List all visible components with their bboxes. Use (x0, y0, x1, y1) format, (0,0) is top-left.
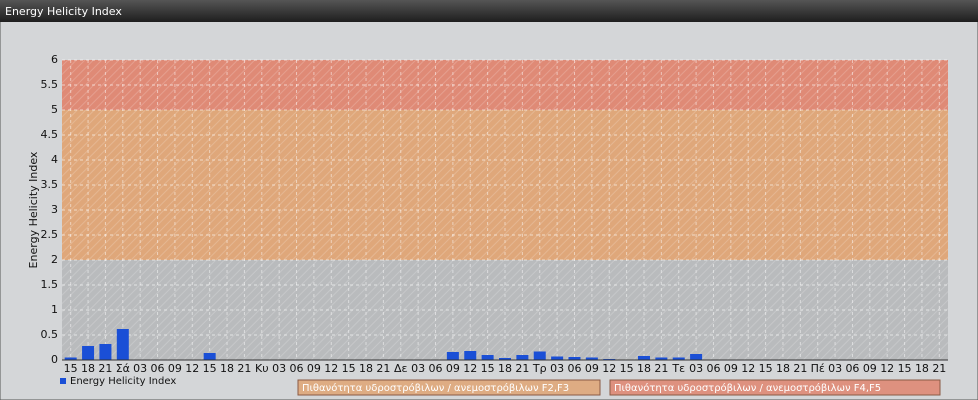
bar (203, 353, 216, 360)
x-tick-label: 03 (133, 362, 147, 375)
x-tick-label: 21 (98, 362, 112, 375)
x-tick-label: 15 (481, 362, 495, 375)
header-title: Energy Helicity Index (5, 5, 122, 18)
y-tick-label: 3 (51, 203, 58, 216)
bar (568, 357, 581, 360)
bar (551, 356, 564, 360)
x-tick-label: 21 (793, 362, 807, 375)
x-tick-label: 12 (185, 362, 199, 375)
band-legend-label: Πιθανότητα υδροστρόβιλων / ανεμοστρόβιλω… (302, 382, 569, 394)
x-tick-label: 03 (272, 362, 286, 375)
x-tick-label: Σά (116, 362, 130, 375)
x-tick-label: 06 (290, 362, 304, 375)
y-tick-label: 6 (51, 53, 58, 66)
bar (82, 346, 95, 360)
x-tick-label: 06 (567, 362, 581, 375)
x-tick-label: 21 (237, 362, 251, 375)
bar (99, 344, 112, 360)
x-tick-label: 09 (446, 362, 460, 375)
x-tick-label: 18 (498, 362, 512, 375)
y-tick-label: 0 (51, 353, 58, 366)
bar (464, 351, 477, 360)
bar (499, 358, 511, 360)
y-tick-label: 2 (51, 253, 58, 266)
x-tick-label: 18 (637, 362, 651, 375)
x-tick-label: 15 (759, 362, 773, 375)
y-tick-label: 5 (51, 103, 58, 116)
bar (116, 329, 129, 360)
x-tick-label: 21 (654, 362, 668, 375)
bar (533, 351, 546, 360)
x-tick-label: 06 (429, 362, 443, 375)
band-legend-box (297, 379, 601, 396)
y-tick-label: 0.5 (41, 328, 59, 341)
bar (637, 356, 650, 360)
x-tick-label: 03 (828, 362, 842, 375)
x-tick-label: 09 (863, 362, 877, 375)
bar (481, 355, 494, 360)
header (0, 0, 978, 22)
y-tick-label: 1.5 (41, 278, 59, 291)
bar (64, 357, 77, 360)
x-tick-label: Πέ (811, 362, 825, 375)
x-tick-label: 15 (203, 362, 217, 375)
x-tick-label: 03 (550, 362, 564, 375)
y-tick-label: 5.5 (41, 78, 59, 91)
x-tick-label: 15 (620, 362, 634, 375)
y-axis-label: Energy Helicity Index (27, 151, 40, 268)
x-tick-label: 09 (724, 362, 738, 375)
y-tick-label: 2.5 (41, 228, 59, 241)
y-tick-label: 4.5 (41, 128, 59, 141)
x-tick-label: 15 (898, 362, 912, 375)
x-tick-label: 18 (81, 362, 95, 375)
bar (672, 357, 685, 360)
band-legend-box (609, 379, 941, 396)
x-tick-label: 12 (463, 362, 477, 375)
x-tick-label: Τε (671, 362, 685, 375)
x-tick-label: 12 (741, 362, 755, 375)
x-tick-label: 15 (64, 362, 78, 375)
bar (690, 354, 703, 360)
x-tick-label: Κυ (255, 362, 269, 375)
y-tick-label: 4 (51, 153, 58, 166)
x-tick-label: 18 (220, 362, 234, 375)
x-tick-label: 09 (585, 362, 599, 375)
y-tick-label: 3.5 (41, 178, 59, 191)
bar (655, 357, 668, 360)
bar (446, 352, 459, 360)
legend-swatch (60, 378, 66, 384)
bar (585, 357, 598, 360)
x-tick-label: Τρ (532, 362, 547, 375)
x-tick-label: 12 (324, 362, 338, 375)
x-tick-label: 09 (307, 362, 321, 375)
band-legend-label: Πιθανότητα υδροστρόβιλων / ανεμοστρόβιλω… (614, 382, 881, 394)
legend-label: Energy Helicity Index (70, 376, 176, 387)
x-tick-label: 06 (706, 362, 720, 375)
x-tick-label: 03 (411, 362, 425, 375)
x-tick-label: 21 (376, 362, 390, 375)
x-tick-label: 21 (515, 362, 529, 375)
x-tick-label: 18 (776, 362, 790, 375)
x-tick-label: 09 (168, 362, 182, 375)
x-tick-label: 18 (359, 362, 373, 375)
x-tick-label: Δε (394, 362, 408, 375)
x-tick-label: 12 (602, 362, 616, 375)
x-tick-label: 18 (915, 362, 929, 375)
x-tick-label: 21 (932, 362, 946, 375)
x-tick-label: 06 (151, 362, 165, 375)
bar (516, 355, 529, 360)
x-tick-label: 12 (880, 362, 894, 375)
x-tick-label: 15 (342, 362, 356, 375)
x-tick-label: 06 (845, 362, 859, 375)
y-tick-label: 1 (51, 303, 58, 316)
x-tick-label: 03 (689, 362, 703, 375)
